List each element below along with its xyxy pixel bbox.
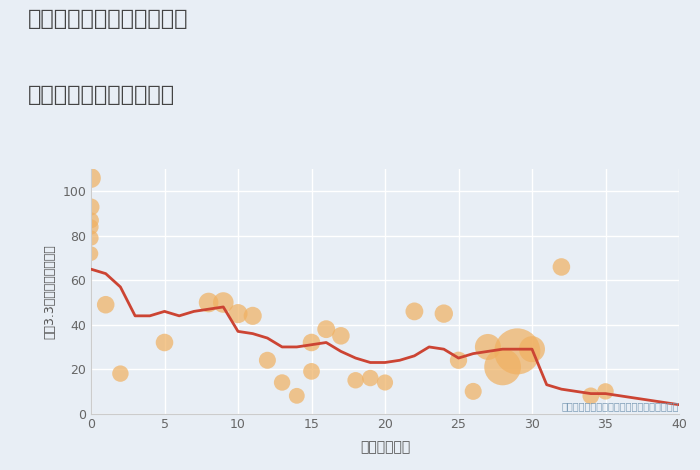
Point bbox=[512, 348, 523, 355]
Point bbox=[453, 357, 464, 364]
Point bbox=[100, 301, 111, 308]
Point bbox=[115, 370, 126, 377]
Point bbox=[85, 203, 97, 211]
Point bbox=[321, 325, 332, 333]
Point bbox=[306, 368, 317, 375]
Point bbox=[247, 312, 258, 320]
Point bbox=[232, 310, 244, 317]
Point bbox=[365, 374, 376, 382]
Point bbox=[468, 388, 479, 395]
Point bbox=[409, 308, 420, 315]
Text: 築年数別中古戸建て価格: 築年数別中古戸建て価格 bbox=[28, 85, 175, 105]
Point bbox=[379, 379, 391, 386]
Point bbox=[218, 299, 229, 306]
Point bbox=[526, 345, 538, 353]
Point bbox=[350, 376, 361, 384]
Point bbox=[556, 263, 567, 271]
Point bbox=[497, 363, 508, 371]
Point bbox=[438, 310, 449, 317]
Point bbox=[306, 339, 317, 346]
Point bbox=[85, 174, 97, 182]
Point bbox=[262, 357, 273, 364]
Point bbox=[585, 392, 596, 399]
Point bbox=[600, 388, 611, 395]
Text: 円の大きさは、取引のあった物件面積を示す: 円の大きさは、取引のあった物件面積を示す bbox=[561, 401, 679, 411]
Text: 三重県多気郡多気町丹生の: 三重県多気郡多気町丹生の bbox=[28, 9, 188, 30]
Point bbox=[482, 343, 493, 351]
Point bbox=[159, 339, 170, 346]
Point bbox=[85, 217, 97, 224]
Y-axis label: 坪（3.3㎡）単価（万円）: 坪（3.3㎡）単価（万円） bbox=[43, 244, 57, 339]
Point bbox=[85, 223, 97, 231]
X-axis label: 築年数（年）: 築年数（年） bbox=[360, 440, 410, 454]
Point bbox=[203, 299, 214, 306]
Point bbox=[276, 379, 288, 386]
Point bbox=[85, 235, 97, 242]
Point bbox=[291, 392, 302, 399]
Point bbox=[85, 250, 97, 258]
Point bbox=[335, 332, 346, 340]
